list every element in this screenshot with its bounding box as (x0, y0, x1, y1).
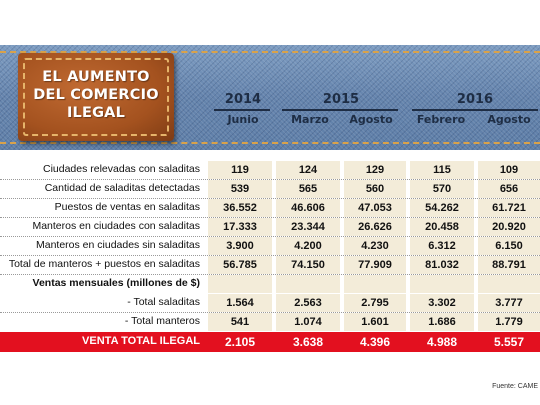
row-label: - Total saladitas (127, 296, 200, 308)
table-cell: 539 (208, 180, 272, 198)
table-cell: 54.262 (410, 199, 474, 217)
table-cell: 560 (344, 180, 406, 198)
row-label: Puestos de ventas en saladitas (54, 201, 200, 213)
year-2014: 2014 (224, 92, 262, 107)
total-cell: 2.105 (224, 335, 256, 349)
month-header: Febrero (416, 113, 466, 126)
month-header: Agosto (487, 113, 531, 126)
table-cell: 3.777 (478, 294, 540, 312)
month-header: Junio (227, 113, 259, 126)
table-cell: 1.564 (208, 294, 272, 312)
table-cell: 115 (410, 161, 474, 179)
table-cell: 6.312 (410, 237, 474, 255)
table-cell: 1.686 (410, 313, 474, 331)
source-note: Fuente: CAME (492, 383, 538, 390)
table-cell: 1.074 (276, 313, 340, 331)
table-row: Puestos de ventas en saladitas 36.552 46… (0, 199, 540, 218)
total-label: VENTA TOTAL ILEGAL (82, 335, 200, 347)
table-cell: 20.920 (478, 218, 540, 236)
table-cell: 20.458 (410, 218, 474, 236)
table-row: - Total saladitas 1.564 2.563 2.795 3.30… (0, 294, 540, 313)
table-cell: 23.344 (276, 218, 340, 236)
table-cell: 1.779 (478, 313, 540, 331)
month-header: Marzo (291, 113, 329, 126)
table-cell: 47.053 (344, 199, 406, 217)
table-cell: 565 (276, 180, 340, 198)
total-cell: 5.557 (493, 335, 525, 349)
year-2016: 2016 (456, 92, 494, 107)
total-cell: 4.396 (359, 335, 391, 349)
month-header: Agosto (349, 113, 393, 126)
table-cell: 570 (410, 180, 474, 198)
section-heading-row: Ventas mensuales (millones de $) (0, 275, 540, 293)
table-cell: 46.606 (276, 199, 340, 217)
table-row: Manteros en ciudades sin saladitas 3.900… (0, 237, 540, 256)
total-cell: 3.638 (292, 335, 324, 349)
table-cell: 74.150 (276, 256, 340, 274)
table-cell: 77.909 (344, 256, 406, 274)
table-cell: 124 (276, 161, 340, 179)
table-cell: 56.785 (208, 256, 272, 274)
table-cell: 541 (208, 313, 272, 331)
table-cell: 119 (208, 161, 272, 179)
table-row: Manteros en ciudades con saladitas 17.33… (0, 218, 540, 237)
total-row: VENTA TOTAL ILEGAL 2.105 3.638 4.396 4.9… (0, 332, 540, 352)
table-cell: 6.150 (478, 237, 540, 255)
table-cell: 61.721 (478, 199, 540, 217)
row-label: Cantidad de saladitas detectadas (44, 182, 200, 194)
table-cell: 4.230 (344, 237, 406, 255)
table-cell: 36.552 (208, 199, 272, 217)
row-label: Manteros en ciudades sin saladitas (35, 239, 200, 251)
row-label: Manteros en ciudades con saladitas (32, 220, 200, 232)
stitch-line (0, 142, 540, 144)
table-cell: 109 (478, 161, 540, 179)
table-row: Cantidad de saladitas detectadas 539 565… (0, 180, 540, 199)
table-cell: 81.032 (410, 256, 474, 274)
table-row: Ciudades relevadas con saladitas 119 124… (0, 161, 540, 180)
table-cell: 88.791 (478, 256, 540, 274)
table-cell: 3.900 (208, 237, 272, 255)
row-label: Total de manteros + puestos en saladitas (8, 258, 200, 270)
table-cell: 3.302 (410, 294, 474, 312)
table-cell: 1.601 (344, 313, 406, 331)
year-2015: 2015 (322, 92, 360, 107)
chart-title: EL AUMENTO DEL COMERCIO ILEGAL (33, 69, 159, 121)
total-cell: 4.988 (426, 335, 458, 349)
row-label: Ciudades relevadas con saladitas (42, 163, 200, 175)
stitch-line (0, 51, 540, 53)
table-cell: 26.626 (344, 218, 406, 236)
table-cell: 656 (478, 180, 540, 198)
table-cell: 17.333 (208, 218, 272, 236)
denim-header: EL AUMENTO DEL COMERCIO ILEGAL 2014 2015… (0, 45, 540, 150)
leather-label: EL AUMENTO DEL COMERCIO ILEGAL (18, 53, 174, 141)
table-row: - Total manteros 541 1.074 1.601 1.686 1… (0, 313, 540, 331)
table-cell: 129 (344, 161, 406, 179)
table-cell: 2.563 (276, 294, 340, 312)
table-cell: 2.795 (344, 294, 406, 312)
section-heading: Ventas mensuales (millones de $) (32, 277, 200, 289)
table-cell: 4.200 (276, 237, 340, 255)
table-row: Total de manteros + puestos en saladitas… (0, 256, 540, 275)
row-label: - Total manteros (124, 315, 200, 327)
